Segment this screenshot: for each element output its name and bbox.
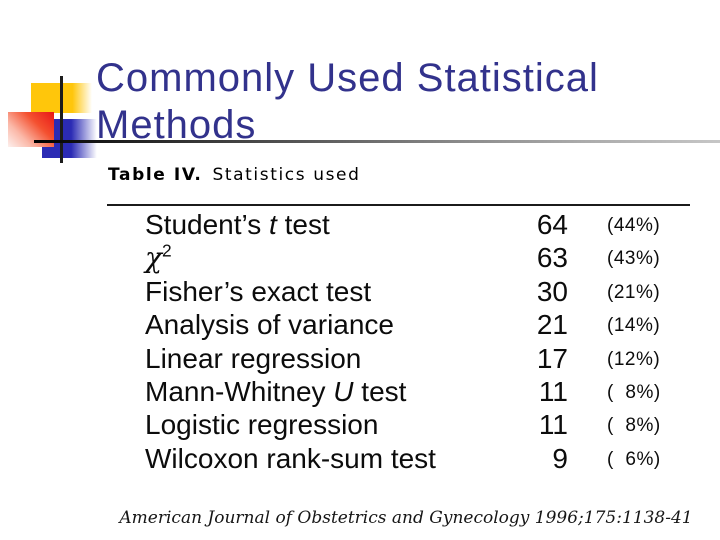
title-underline: [34, 140, 720, 143]
method-cell: Logistic regression: [145, 409, 379, 441]
table-top-rule: [107, 204, 690, 206]
slide-title-line1: Commonly Used Statistical: [96, 55, 599, 100]
count-cell: 64: [536, 209, 568, 240]
percent-cell: (14%): [607, 315, 661, 337]
table-row: Analysis of variance 21 (14%): [100, 308, 700, 341]
percent-cell: (43%): [607, 248, 661, 270]
table-row: Fisher’s exact test 30 (21%): [100, 275, 700, 308]
method-cell: χ2: [145, 241, 172, 275]
count-cell: 11: [538, 375, 568, 407]
percent-cell: (12%): [607, 348, 661, 370]
method-cell: Student’s t test: [145, 209, 330, 240]
count-cell: 11: [538, 409, 568, 441]
method-cell: Fisher’s exact test: [145, 275, 372, 307]
table-caption-text: Statistics used: [212, 165, 361, 185]
count-cell: 17: [536, 342, 568, 374]
table-row: Linear regression 17 (12%): [100, 342, 700, 375]
percent-cell: ( 6%): [607, 448, 661, 470]
statistics-table: Student’s t test 64 (44%) χ2 63 (43%) Fisher’s…: [100, 208, 700, 475]
table-row: Student’s t test 64 (44%): [100, 208, 700, 241]
percent-cell: (44%): [607, 215, 661, 236]
percent-cell: ( 8%): [607, 381, 661, 403]
method-cell: Analysis of variance: [145, 309, 395, 341]
slide-title-line2: Methods: [96, 102, 257, 147]
decoration-vertical-line: [60, 76, 63, 163]
table-row: χ2 63 (43%): [100, 241, 700, 274]
count-cell: 30: [536, 275, 568, 307]
method-cell: Mann-Whitney U test: [145, 375, 407, 407]
table-row: Logistic regression 11 ( 8%): [100, 408, 700, 441]
table-caption-number: Table IV.: [108, 165, 203, 185]
percent-cell: (21%): [607, 281, 661, 303]
method-cell: Linear regression: [145, 342, 362, 374]
table-caption: Table IV. Statistics used: [108, 164, 360, 186]
count-cell: 63: [536, 242, 568, 274]
percent-cell: ( 8%): [607, 415, 661, 437]
method-cell: Wilcoxon rank-sum test: [145, 442, 436, 474]
table-row: Mann-Whitney U test 11 ( 8%): [100, 375, 700, 408]
slide-title: Commonly Used Statistical Methods: [96, 55, 696, 149]
citation: American Journal of Obstetrics and Gynec…: [119, 508, 693, 528]
count-cell: 21: [536, 309, 568, 341]
table-row: Wilcoxon rank-sum test 9 ( 6%): [100, 442, 700, 475]
count-cell: 9: [552, 442, 568, 474]
